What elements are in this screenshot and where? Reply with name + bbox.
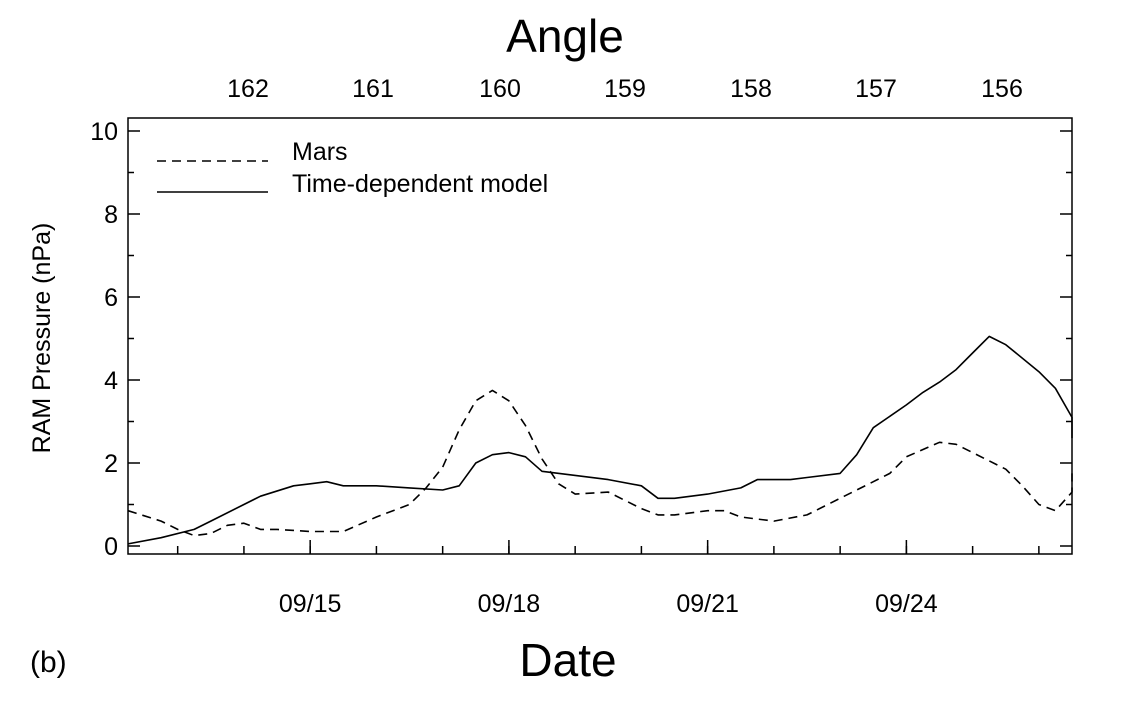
legend: Mars Time-dependent model: [157, 138, 548, 198]
x-tick-label: 09/21: [676, 590, 739, 618]
top-axis-title: Angle: [506, 10, 624, 62]
x-tick-label: 09/15: [279, 590, 342, 618]
legend-mars-label: Mars: [292, 138, 348, 166]
legend-model-label: Time-dependent model: [292, 170, 548, 198]
y-tick-label: 6: [104, 284, 118, 312]
series-line-mars: [127, 389, 1073, 537]
x-tick-label: 09/18: [478, 590, 541, 618]
panel-label: (b): [30, 646, 67, 679]
top-tick-label: 157: [855, 75, 897, 103]
top-tick-label: 156: [981, 75, 1023, 103]
top-tick-label: 162: [227, 75, 269, 103]
y-tick-label: 2: [104, 450, 118, 478]
top-tick-label: 160: [479, 75, 521, 103]
top-tick-label: 161: [352, 75, 394, 103]
series-line-model: [127, 335, 1073, 545]
top-tick-label: 159: [604, 75, 646, 103]
top-tick-label: 158: [730, 75, 772, 103]
y-tick-label: 0: [104, 533, 118, 561]
y-tick-label: 4: [104, 367, 118, 395]
x-axis-tick-labels: 09/15 09/18 09/21 09/24: [279, 590, 938, 618]
x-axis-label: Date: [519, 634, 616, 686]
y-tick-label: 8: [104, 201, 118, 229]
y-tick-label: 10: [90, 118, 118, 146]
y-axis-tick-labels: 0 2 4 6 8 10: [90, 118, 118, 561]
plot-frame: [127, 117, 1073, 555]
series-lines: [127, 335, 1073, 545]
y-axis-label: RAM Pressure (nPa): [28, 223, 56, 454]
axis-tick-marks: [128, 130, 1072, 554]
top-axis-ticks: 162 161 160 159 158 157 156: [227, 75, 1023, 103]
x-tick-label: 09/24: [875, 590, 938, 618]
